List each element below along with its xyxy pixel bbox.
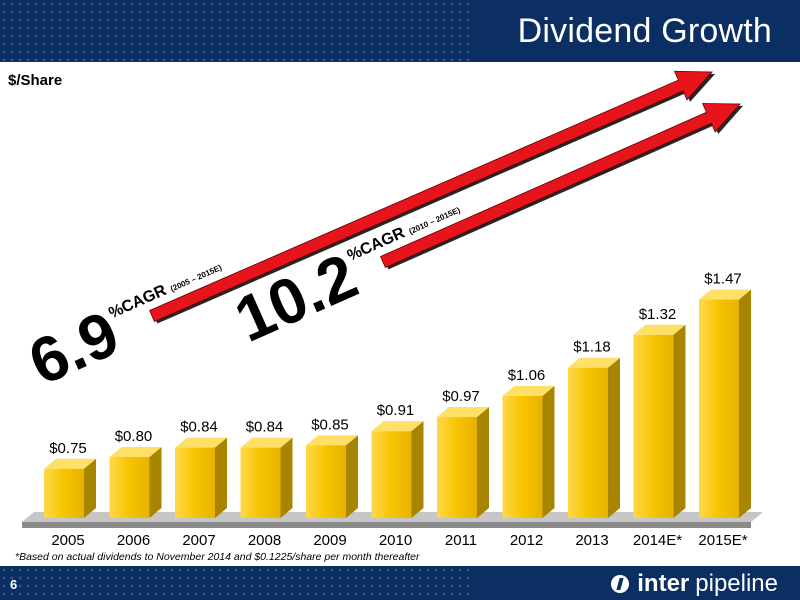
page-title: Dividend Growth	[517, 12, 772, 50]
bar	[109, 457, 150, 518]
cagr-arrow-2010-body	[380, 103, 741, 269]
bar-value-label: $0.97	[442, 388, 480, 405]
bar-top	[371, 421, 424, 432]
bar	[437, 417, 477, 518]
x-tick-label: 2011	[445, 532, 477, 549]
bar-top	[175, 437, 227, 448]
bar-side	[346, 435, 358, 518]
bar-side	[608, 357, 620, 518]
bar-side	[542, 385, 555, 518]
footer-bar: 6 inter pipeline	[0, 566, 800, 600]
x-tick-label: 2015E*	[698, 532, 747, 549]
logo-text-light: pipeline	[695, 570, 778, 597]
page-number: 6	[10, 577, 18, 592]
x-tick-label: 2012	[510, 532, 543, 549]
bar-value-label: $0.75	[49, 440, 87, 457]
bar-side	[411, 421, 424, 518]
bar-value-label: $0.84	[180, 419, 218, 436]
cagr-annotation-2005: 6.9%CAGR(2005 – 2015E)	[18, 263, 223, 399]
bar-top	[699, 289, 751, 300]
x-tick-label: 2007	[182, 532, 215, 549]
bar-value-label: $0.85	[311, 416, 349, 433]
cagr-annotation-2005-unit: %	[106, 301, 126, 322]
bar-top	[306, 435, 358, 446]
bar-side	[673, 324, 686, 518]
bar	[633, 334, 674, 518]
bar-top	[568, 357, 620, 368]
bar-top	[44, 458, 96, 469]
bar-value-label: $1.06	[508, 367, 546, 384]
bar	[568, 367, 608, 518]
bar	[44, 468, 84, 518]
bars-group: $0.75 $0.80 $0.84 $0.84 $0.85 $0.91 $0.97 $1.06…	[44, 271, 751, 518]
floor-front	[22, 522, 751, 528]
bar-side	[739, 289, 751, 518]
x-tick-label: 2005	[51, 532, 84, 549]
x-tick-label: 2013	[575, 532, 608, 549]
cagr-arrows-group	[149, 70, 744, 324]
cagr-arrow-2010	[380, 103, 744, 270]
bar-side	[280, 437, 293, 518]
inter-pipeline-logo: inter pipeline	[611, 570, 778, 598]
bar	[175, 447, 215, 518]
bar	[699, 299, 739, 518]
bar-top	[633, 324, 686, 335]
x-tick-label: 2009	[313, 532, 346, 549]
footnote: *Based on actual dividends to November 2…	[15, 551, 420, 563]
cagr-arrow-2005	[149, 70, 716, 324]
logo-text-bold: inter	[637, 570, 690, 597]
cagr-annotation-2010-unit: %	[345, 243, 365, 264]
bar	[240, 447, 281, 518]
bar-value-label: $0.91	[377, 402, 415, 419]
bar-side	[84, 458, 96, 518]
bar-value-label: $0.84	[246, 419, 284, 436]
header-dot-pattern	[0, 0, 470, 62]
x-tick-label: 2014E*	[633, 532, 682, 549]
x-tick-label: 2006	[117, 532, 150, 549]
bar-side	[477, 407, 489, 518]
y-axis-label: $/Share	[8, 72, 63, 89]
footer-dot-pattern	[0, 566, 470, 600]
x-tick-label: 2008	[248, 532, 281, 549]
bar-top	[437, 407, 489, 418]
bar-top	[109, 447, 162, 457]
x-ticks-group: 2005 2006 2007 2008 2009 2010 2011 2012 2013 2014…	[51, 532, 747, 549]
cagr-arrow-2005-body	[149, 70, 713, 323]
bar	[371, 431, 412, 518]
cagr-annotation-2010: 10.2%CAGR(2010 – 2015E)	[224, 205, 461, 355]
bar	[502, 395, 543, 518]
bar-side	[149, 447, 162, 518]
bar-value-label: $1.32	[639, 306, 677, 323]
bar-value-label: $1.47	[704, 271, 742, 288]
cagr-annotations-group: 6.9%CAGR(2005 – 2015E) 10.2%CAGR(2010 – 2…	[18, 205, 461, 399]
bar	[306, 445, 346, 518]
bar-top	[502, 385, 555, 396]
bar-side	[215, 437, 227, 518]
logo-mark-icon	[611, 575, 630, 593]
bar-top	[240, 437, 293, 448]
x-tick-label: 2010	[379, 532, 412, 549]
bar-value-label: $1.18	[573, 339, 611, 356]
bar-value-label: $0.80	[115, 428, 153, 445]
header-bar: Dividend Growth	[0, 0, 800, 62]
